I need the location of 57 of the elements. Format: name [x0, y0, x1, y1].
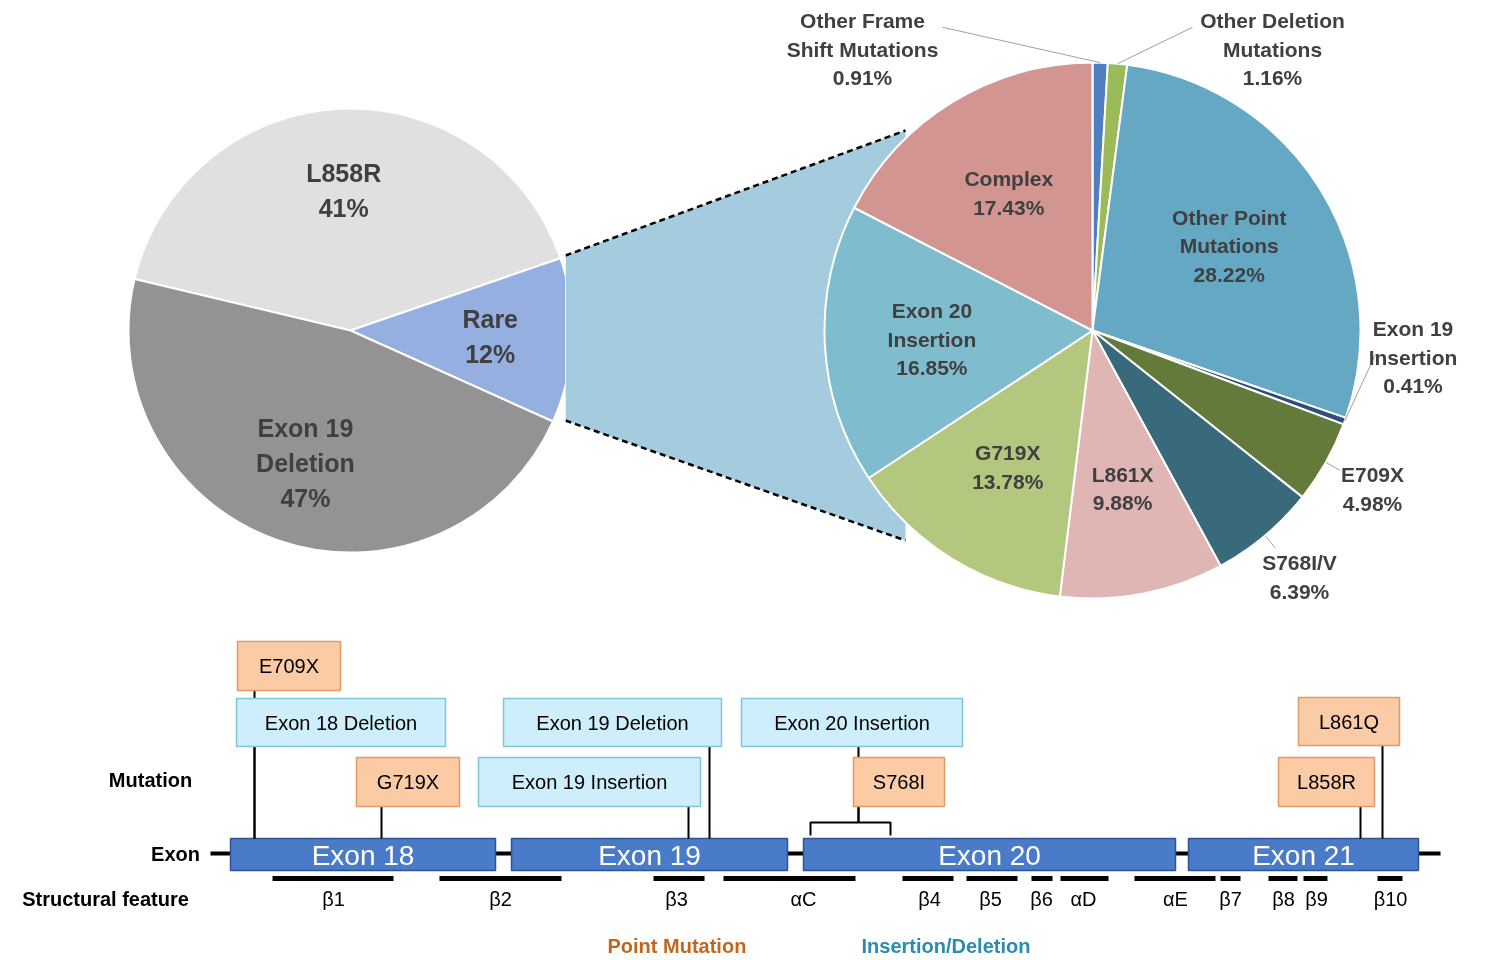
data-label: 17.43% [973, 196, 1045, 220]
text: αD [1070, 887, 1097, 910]
text: Exon 19 Insertion [511, 771, 668, 793]
text: S768I [872, 771, 926, 793]
slice-label: Exon 19 Insertion [1368, 317, 1458, 369]
text: G719X [376, 771, 440, 793]
text: Insertion/Deletion [861, 934, 1031, 957]
slice-label: Other Frame Shift Mutations [786, 8, 939, 61]
text: L858R [1297, 771, 1356, 793]
slice-label: Exon 20 Insertion [887, 298, 977, 351]
data-label: 13.78% [972, 470, 1044, 494]
text: L861Q [1318, 710, 1380, 733]
data-label: 16.85% [896, 356, 968, 380]
text: Structural feature [22, 887, 189, 910]
text: Exon 18 [311, 840, 415, 871]
text: Exon 18 Deletion [264, 711, 418, 734]
slice-label: Complex [964, 167, 1054, 191]
text: β9 [1305, 887, 1328, 910]
slice-label: L861X [1091, 462, 1154, 486]
text: β8 [1272, 887, 1295, 910]
data-label: 0.91% [832, 66, 893, 90]
text: β6 [1030, 887, 1053, 910]
text: Exon 21 [1252, 840, 1355, 871]
text: E709X [258, 655, 320, 677]
text: Mutation [108, 768, 193, 791]
text: Point Mutation [607, 934, 747, 957]
data-label: 0.41% [1383, 374, 1444, 398]
text: Exon 20 [938, 840, 1041, 871]
data-label: 9.88% [1092, 491, 1153, 515]
text: β2 [489, 887, 512, 910]
text: αE [1163, 887, 1188, 910]
text: Exon 20 Insertion [774, 711, 930, 734]
text: Exon 19 Deletion [536, 711, 689, 734]
slice-label: S768I/V [1262, 550, 1337, 574]
slice-label: G719X [975, 441, 1041, 465]
text: β4 [918, 887, 941, 910]
text: αC [790, 887, 817, 910]
slice-label: L858R [306, 159, 382, 188]
text: Exon [151, 842, 200, 865]
data-label: 12% [465, 340, 516, 369]
slice-label: Rare [462, 305, 519, 334]
text: β5 [979, 887, 1002, 910]
text: β7 [1219, 887, 1242, 910]
slice-label: Other Deletion Mutations [1200, 8, 1345, 61]
data-label: 41% [318, 194, 369, 223]
text: β3 [665, 887, 688, 910]
text: Exon 19 [598, 840, 701, 871]
data-label: 47% [280, 483, 331, 512]
text: β10 [1373, 887, 1408, 910]
data-label: 4.98% [1342, 491, 1403, 515]
text: β1 [322, 887, 345, 910]
data-label: 1.16% [1242, 66, 1303, 90]
slice-label: Other Point Mutations [1172, 205, 1287, 258]
slice-label: E709X [1340, 462, 1405, 486]
slice-label: Exon 19 Deletion [256, 413, 355, 477]
data-label: 28.22% [1193, 263, 1266, 287]
data-label: 6.39% [1269, 579, 1330, 603]
